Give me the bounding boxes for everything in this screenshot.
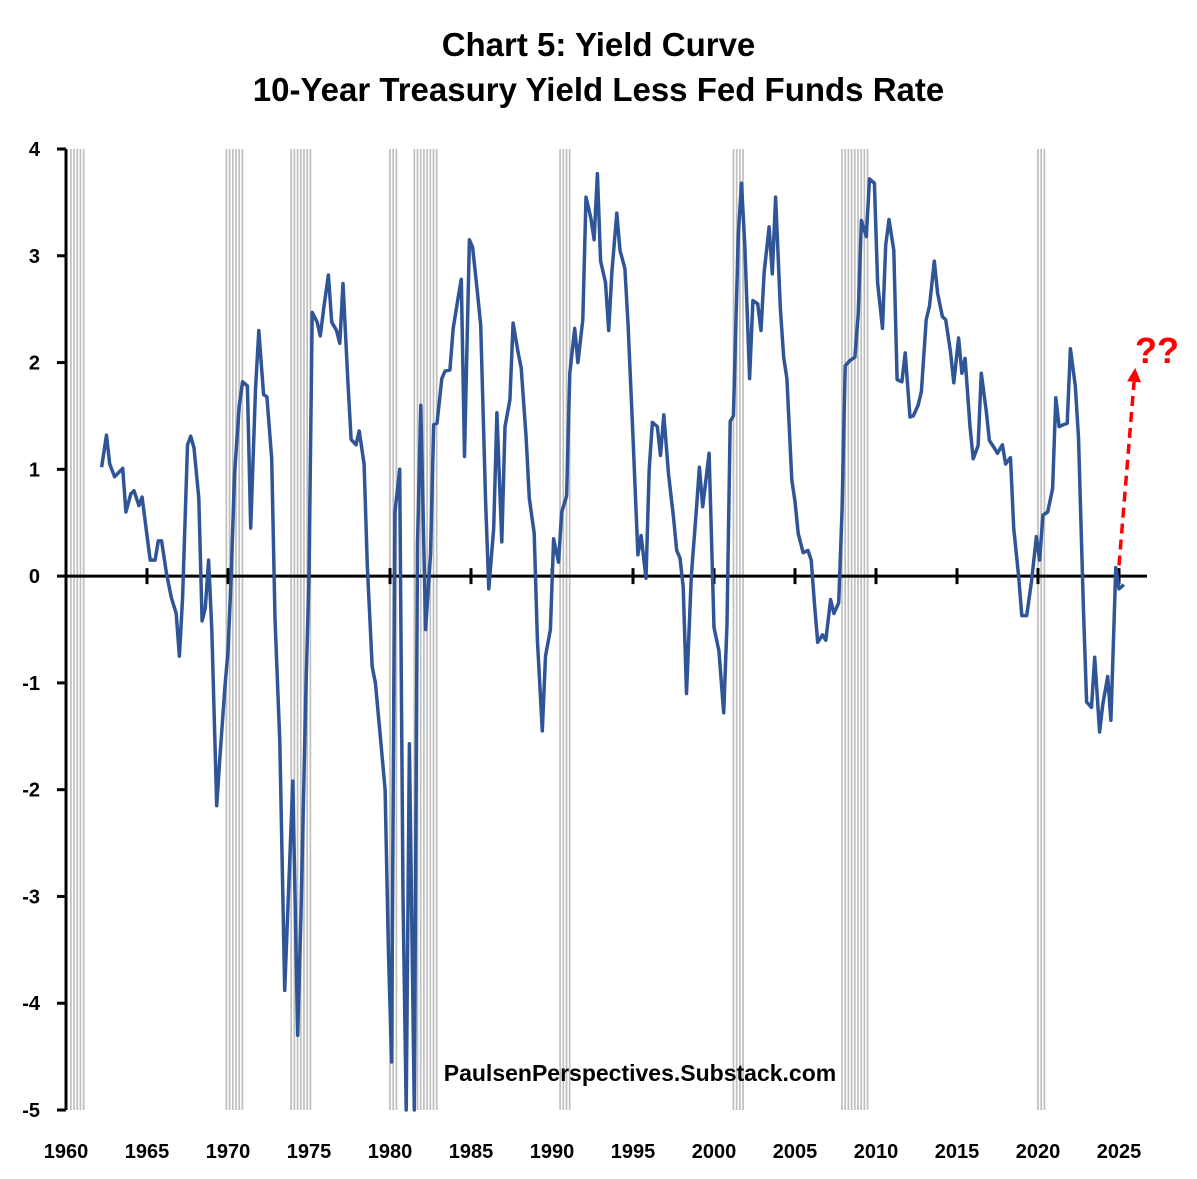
x-tick-label: 1965 — [125, 1141, 170, 1163]
x-tick-label: 1990 — [530, 1141, 575, 1163]
x-tick-label: 2020 — [1016, 1141, 1061, 1163]
y-tick-label: -2 — [22, 780, 40, 802]
y-tick-label: 0 — [29, 566, 40, 588]
recession-band-9 — [1037, 149, 1046, 1110]
recession-band-3 — [290, 149, 312, 1110]
y-tick-label: -1 — [22, 673, 40, 695]
chart-title: Chart 5: Yield Curve 10-Year Treasury Yi… — [0, 22, 1197, 112]
y-tick-label: 2 — [29, 353, 40, 375]
watermark-text: PaulsenPerspectives.Substack.com — [444, 1060, 836, 1086]
question-mark-annotation: ?? — [1135, 330, 1179, 371]
forecast-arrow-head — [1127, 367, 1142, 383]
y-tick-label: -4 — [22, 993, 41, 1015]
x-tick-label: 2000 — [692, 1141, 737, 1163]
series-layer — [99, 171, 1126, 1112]
x-tick-label: 1985 — [449, 1141, 494, 1163]
forecast-arrow-shaft — [1117, 381, 1136, 566]
x-tick-label: 1970 — [206, 1141, 251, 1163]
y-tick-label: 1 — [29, 459, 40, 481]
x-tick-label: 2025 — [1097, 1141, 1142, 1163]
x-tick-label: 1980 — [368, 1141, 413, 1163]
y-tick-label: -3 — [22, 886, 40, 908]
series-line — [99, 171, 1126, 1112]
y-tick-label: 3 — [29, 246, 40, 268]
x-tick-label: 1960 — [44, 1141, 89, 1163]
x-tick-label: 2005 — [773, 1141, 818, 1163]
axes — [57, 147, 1147, 1112]
x-tick-label: 2010 — [854, 1141, 899, 1163]
recession-band-8 — [841, 149, 869, 1110]
chart-title-line1: Chart 5: Yield Curve — [441, 26, 756, 63]
x-tick-label: 1975 — [287, 1141, 332, 1163]
annotations: PaulsenPerspectives.Substack.com ?? — [444, 330, 1179, 1086]
chart-title-line2: 10-Year Treasury Yield Less Fed Funds Ra… — [252, 71, 945, 108]
x-tick-label: 2015 — [935, 1141, 980, 1163]
recession-band-1 — [70, 149, 85, 1110]
recession-band-6 — [559, 149, 571, 1110]
recession-bands — [70, 149, 1046, 1110]
y-tick-label: 4 — [29, 139, 41, 161]
y-tick-label: -5 — [22, 1100, 40, 1122]
x-tick-label: 1995 — [611, 1141, 656, 1163]
